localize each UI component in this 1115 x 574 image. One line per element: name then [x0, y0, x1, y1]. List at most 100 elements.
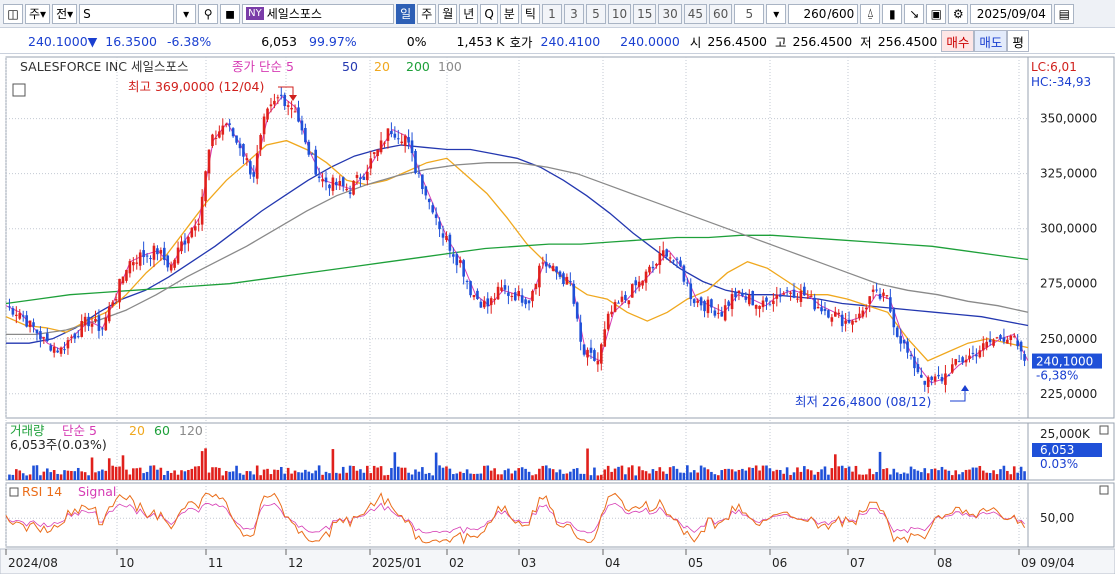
candle-body	[187, 237, 190, 244]
tick-input[interactable]: 5	[734, 3, 765, 24]
table-icon	[12, 83, 26, 97]
minute-option-1[interactable]: 1	[541, 3, 562, 24]
volume-bar	[290, 473, 293, 480]
candle-body	[255, 153, 259, 179]
candle-body	[245, 158, 249, 161]
volume-bar	[538, 468, 541, 480]
candle-body	[503, 285, 507, 290]
candle-body	[496, 286, 500, 300]
buy-button[interactable]: 매수	[941, 30, 975, 52]
stock-name-field[interactable]: NY 세일스포스	[242, 3, 395, 24]
volume-bar	[493, 468, 496, 480]
sell-button[interactable]: 매도	[974, 30, 1008, 52]
chevron-down-icon[interactable]: ▾	[766, 3, 787, 24]
search-icon[interactable]: ⚲	[198, 3, 219, 24]
tab-day[interactable]: 일	[396, 3, 416, 24]
volume-bar	[820, 469, 823, 480]
volume-bar	[589, 475, 593, 480]
candle-body	[66, 340, 70, 349]
candle-body	[882, 292, 885, 296]
last-price-label: 240,1000	[1036, 355, 1093, 369]
volume-bar	[403, 467, 407, 480]
volume-bar	[861, 474, 865, 480]
candle-body	[493, 299, 496, 301]
minute-option-15[interactable]: 15	[633, 3, 657, 24]
volume-panel-close-icon	[1099, 425, 1109, 435]
candle-body	[579, 322, 582, 342]
minute-option-30[interactable]: 30	[658, 3, 682, 24]
tab-minute[interactable]: 분	[499, 3, 519, 24]
x-tick-label: 12	[288, 556, 303, 570]
volume-bar	[520, 467, 524, 480]
market-select[interactable]: 전 ▾	[52, 3, 78, 24]
ma-line-ma100	[6, 162, 1029, 336]
volume-bar	[761, 465, 765, 480]
candle-body	[427, 198, 431, 203]
toolbar: ◫ 주 ▾ 전 ▾ S ▾ ⚲ ◼ NY 세일스포스 일 주 월 년 Q 분 틱 1…	[0, 0, 1115, 28]
candle-body	[283, 94, 287, 107]
tab-year[interactable]: 년	[459, 3, 479, 24]
tab-tick[interactable]: 틱	[520, 3, 540, 24]
volume-bar	[706, 469, 710, 480]
candle-body	[211, 134, 214, 147]
candle-body	[25, 315, 28, 327]
candle-body	[1019, 341, 1023, 352]
tab-week[interactable]: 주	[417, 3, 437, 24]
minute-option-45[interactable]: 45	[683, 3, 708, 24]
minute-option-3[interactable]: 3	[563, 3, 584, 24]
chart-canvas[interactable]: 350,0000 325,0000 300,0000 275,0000 250,0000…	[0, 55, 1115, 574]
volume-bar	[211, 467, 214, 480]
volume-bar	[730, 469, 734, 480]
minute-option-5[interactable]: 5	[585, 3, 606, 24]
quote-volume: 6,053	[261, 33, 298, 49]
volume-bar	[228, 471, 231, 480]
volume-bar	[720, 470, 724, 480]
candle-body	[169, 264, 173, 271]
volume-bars	[8, 448, 1026, 480]
date-field[interactable]: 2025/09/04	[970, 3, 1053, 24]
candle-body	[658, 253, 662, 265]
candle-body	[70, 336, 73, 338]
candle-body	[734, 291, 737, 298]
candle-body	[940, 377, 944, 382]
save-icon[interactable]: ▣	[926, 3, 947, 24]
drawing-icon[interactable]: ↘	[904, 3, 925, 24]
eval-button[interactable]: 평	[1007, 30, 1029, 52]
minute-option-60[interactable]: 60	[709, 3, 733, 24]
volume-bar	[369, 473, 373, 480]
chevron-down-icon[interactable]: ▾	[176, 3, 197, 24]
volume-bar	[868, 468, 872, 480]
tab-month[interactable]: 월	[438, 3, 458, 24]
volume-bar	[830, 468, 834, 480]
candle-body	[692, 299, 696, 304]
volume-bar	[885, 468, 889, 480]
candle-body	[310, 153, 314, 155]
count-field[interactable]: 260/600	[788, 3, 859, 24]
volume-bar	[63, 470, 66, 480]
volume-bar	[45, 468, 49, 480]
volume-bar	[162, 474, 166, 480]
tab-quarter[interactable]: Q	[480, 3, 498, 24]
candle-body	[83, 316, 87, 326]
candle-icon[interactable]: ▮	[882, 3, 903, 24]
speaker-icon[interactable]: ◼	[220, 3, 241, 24]
calendar-icon[interactable]: ▤	[1054, 3, 1075, 24]
chart-type-icon[interactable]: ⍙	[860, 3, 881, 24]
volume-bar	[121, 455, 125, 480]
period-select[interactable]: 주 ▾	[25, 3, 51, 24]
volume-bar	[565, 473, 569, 480]
minute-option-10[interactable]: 10	[607, 3, 632, 24]
volume-bar	[844, 468, 847, 480]
gear-icon[interactable]: ⚙	[948, 3, 969, 24]
layout-icon[interactable]: ◫	[3, 3, 23, 24]
candle-body	[142, 250, 145, 258]
symbol-input[interactable]: S	[79, 3, 175, 24]
candle-body	[586, 349, 589, 358]
volume-bar	[283, 473, 287, 480]
candle-body	[138, 252, 142, 266]
candle-body	[45, 333, 49, 342]
volume-bar	[964, 469, 968, 480]
last-price-box	[1032, 353, 1102, 369]
volume-bar	[827, 474, 830, 480]
volume-bar	[954, 470, 958, 480]
